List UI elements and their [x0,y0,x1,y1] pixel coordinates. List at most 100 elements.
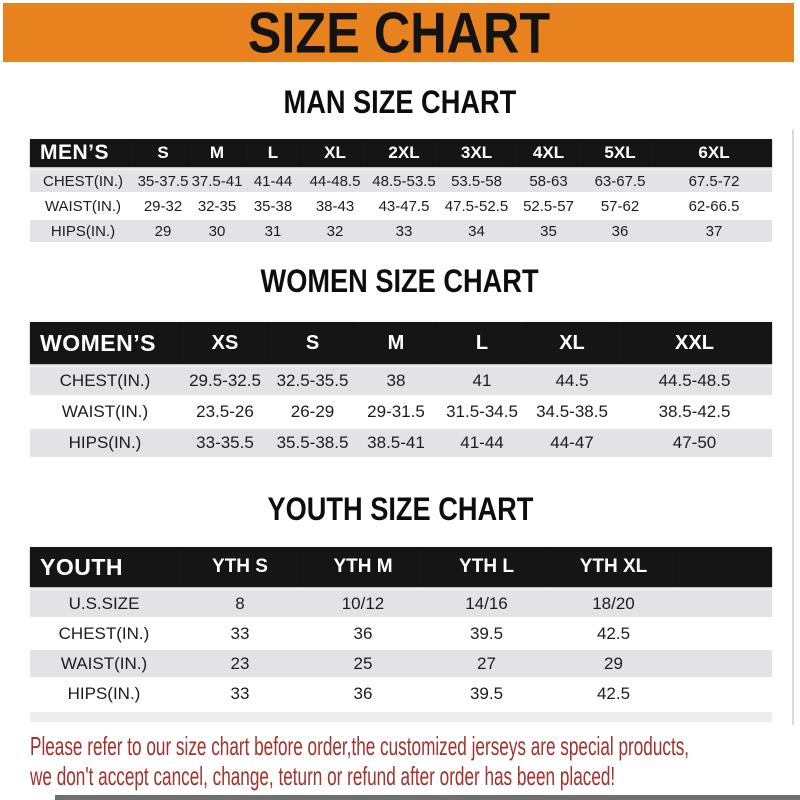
table-row: CHEST(IN.) 33 36 39.5 42.5 [30,620,772,647]
banner-title: SIZE CHART [247,0,550,65]
size-value-cell: 29.5-32.5 [180,367,270,395]
size-value-cell: 8 [178,590,302,617]
column-header: 2XL [368,139,440,167]
column-header: XS [180,322,270,364]
size-value-cell: 44.5 [527,367,617,395]
size-value-cell: 38 [355,367,437,395]
size-value-cell: 35 [513,220,584,242]
size-value-cell: 34.5-38.5 [536,402,608,421]
men-section-heading-text: MAN SIZE CHART [283,84,517,120]
table-row: WAIST(IN.) 23.5-26 26-29 29-31.5 31.5-34.5 34… [30,398,772,426]
youth-section-heading-text: YOUTH SIZE CHART [267,491,533,527]
size-value-cell: 53.5-58 [440,170,513,192]
size-value-cell: 33 [368,220,440,242]
right-edge-line [792,130,794,725]
size-value-cell: 42.5 [596,623,631,643]
table-row: U.S.SIZE 8 10/12 14/16 18/20 [30,590,772,617]
size-value-cell: 33 [230,683,250,703]
size-value-cell: 25 [302,650,424,677]
footer-line-1: Please refer to our size chart before or… [30,731,690,761]
column-header: M [190,139,244,167]
column-header: L [244,139,302,167]
size-value-cell: 32-35 [197,197,237,215]
size-value-cell: 44-48.5 [302,170,368,192]
column-header-filler [678,547,772,587]
column-header: L [437,322,527,364]
column-header: XL [527,322,617,364]
size-value-cell: 39.5 [469,683,504,703]
size-value-cell: 44.5-48.5 [617,367,772,395]
footer-note: Please refer to our size chart before or… [30,731,800,791]
table-row: CHEST(IN.) 29.5-32.5 32.5-35.5 38 41 44.5 44.5… [30,367,772,395]
row-label: WAIST(IN.) [30,650,178,677]
size-value-cell: 23 [178,650,302,677]
column-header: M [355,322,437,364]
row-label: WAIST(IN.) [61,402,149,421]
size-value-cell: 47.5-52.5 [444,197,509,215]
row-label: CHEST(IN.) [58,623,150,643]
size-value-cell: 38-43 [315,197,355,215]
size-value-cell: 32 [302,220,368,242]
table-header-label: YOUTH [30,547,178,587]
size-value-cell: 18/20 [549,590,678,617]
row-label: HIPS(IN.) [67,683,141,703]
table-row: WAIST(IN.) 23 25 27 29 [30,650,772,677]
size-value-cell: 29 [549,650,678,677]
men-section-heading: MAN SIZE CHART [0,84,800,120]
size-value-cell: 35.5-38.5 [270,429,355,457]
size-value-cell: 41-44 [437,429,527,457]
women-size-table: WOMEN’S XS S M L XL XXL CHEST(IN.) 29.5-32.5 32.5… [30,319,772,460]
table-bottom-strip [30,712,772,722]
column-header: S [136,139,190,167]
size-value-cell: 47-50 [617,429,772,457]
size-value-cell: 26-29 [290,402,335,421]
size-value-cell: 38.5-42.5 [658,402,731,421]
row-label: HIPS(IN.) [30,429,180,457]
size-value-cell: 34 [440,220,513,242]
size-value-cell: 36 [353,623,373,643]
size-value-cell-filler [678,620,772,647]
column-header: 6XL [656,139,772,167]
size-value-cell: 31.5-34.5 [446,402,518,421]
table-header-label: MEN’S [30,139,136,167]
size-value-cell: 44-47 [527,429,617,457]
size-value-cell: 14/16 [424,590,549,617]
row-label: HIPS(IN.) [30,220,136,242]
size-value-cell: 52.5-57 [523,197,574,215]
size-value-cell-filler [678,650,772,677]
table-row: CHEST(IN.) 35-37.5 37.5-41 41-44 44-48.5 48.5… [30,170,772,192]
size-value-cell: 37.5-41 [190,170,244,192]
size-value-cell: 57-62 [600,197,640,215]
youth-size-table: YOUTH YTH S YTH M YTH L YTH XL U.S.SIZE 8 10/12… [30,544,772,710]
column-header: 3XL [440,139,513,167]
size-value-cell: 36 [584,220,656,242]
size-value-cell: 23.5-26 [196,402,254,421]
size-value-cell: 42.5 [596,683,631,703]
column-header: 5XL [584,139,656,167]
header-row: YOUTH YTH S YTH M YTH L YTH XL [30,547,772,587]
column-header: S [270,322,355,364]
row-label: CHEST(IN.) [30,367,180,395]
column-header: YTH M [302,547,424,587]
column-header: YTH XL [549,547,678,587]
men-size-table: MEN’S S M L XL 2XL 3XL 4XL 5XL 6XL CHEST(IN.) 35-37… [30,136,772,245]
column-header: XL [302,139,368,167]
size-value-cell: 38.5-41 [355,429,437,457]
row-label: WAIST(IN.) [44,197,122,215]
size-value-cell: 43-47.5 [378,197,430,215]
size-value-cell: 62-66.5 [688,197,740,215]
table-row: HIPS(IN.) 33-35.5 35.5-38.5 38.5-41 41-44 44-… [30,429,772,457]
column-header: XXL [617,322,772,364]
header-row: MEN’S S M L XL 2XL 3XL 4XL 5XL 6XL [30,139,772,167]
size-value-cell: 63-67.5 [584,170,656,192]
size-value-cell: 41-44 [244,170,302,192]
column-header: YTH L [424,547,549,587]
size-value-cell: 31 [244,220,302,242]
size-value-cell: 48.5-53.5 [368,170,440,192]
size-value-cell-filler [678,590,772,617]
size-value-cell: 58-63 [513,170,584,192]
size-value-cell: 37 [656,220,772,242]
column-header: YTH S [178,547,302,587]
size-value-cell: 67.5-72 [656,170,772,192]
